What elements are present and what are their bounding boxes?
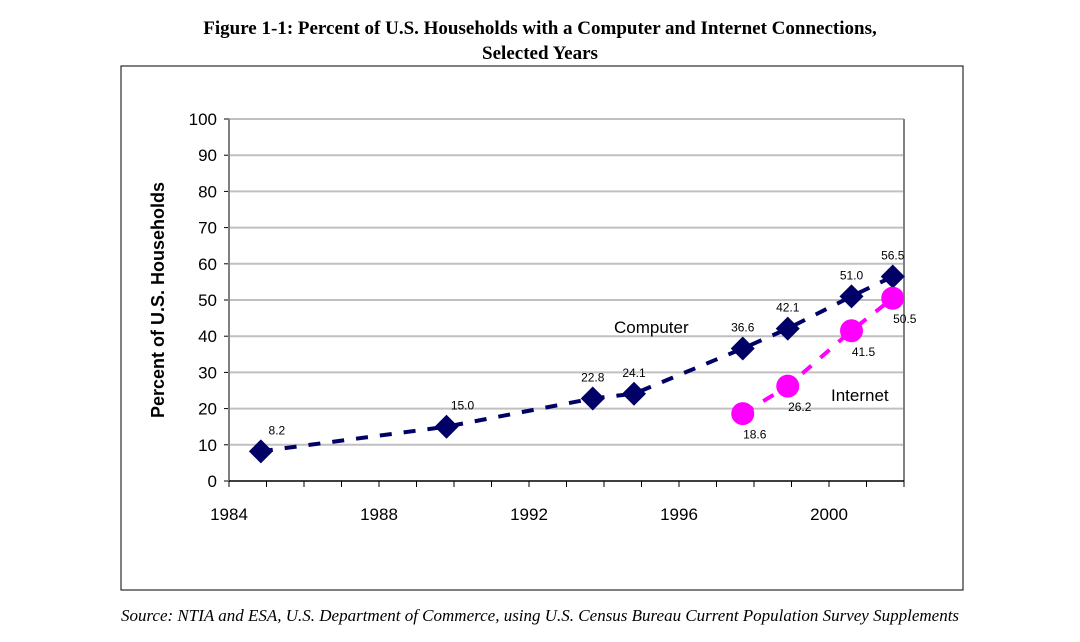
series-annotation-internet: Internet [831,386,889,405]
data-label: 56.5 [881,248,905,262]
y-tick-label: 0 [208,472,217,491]
y-tick-label: 90 [198,146,217,165]
y-tick-label: 30 [198,363,217,382]
series-line-internet [741,296,894,416]
y-tick-label: 60 [198,255,217,274]
series-line-computer [260,274,894,454]
series-annotation-computer: Computer [614,318,689,337]
computer-point [622,381,646,406]
chart-source: Source: NTIA and ESA, U.S. Department of… [120,606,960,625]
computer-point [434,414,459,439]
chart-title: Figure 1-1: Percent of U.S. Households w… [203,18,877,64]
internet-point [881,286,905,310]
data-label: 15.0 [451,399,475,413]
data-label: 36.6 [731,321,755,335]
data-label: 51.0 [840,268,864,282]
x-tick-label: 2000 [810,505,848,524]
data-label: 26.2 [788,400,812,414]
x-tick-label: 1984 [210,505,248,524]
computer-point [775,316,800,341]
computer-point [248,439,273,464]
internet-point [776,374,800,398]
y-axis-label: Percent of U.S. Households [148,182,168,418]
y-tick-label: 10 [198,436,217,455]
y-tick-label: 80 [198,182,217,201]
data-label: 18.6 [743,428,767,442]
computer-point [580,386,605,411]
data-label: 22.8 [581,370,605,384]
y-tick-label: 70 [198,219,217,238]
computer-point [880,264,905,289]
y-tick-label: 20 [198,400,217,419]
data-label: 50.5 [893,312,917,326]
data-label: 8.2 [269,423,286,437]
chart-frame [120,65,964,591]
x-tick-label: 1996 [660,505,698,524]
computer-point [839,284,864,309]
y-tick-label: 40 [198,327,217,346]
x-tick-label: 1992 [510,505,548,524]
data-label: 41.5 [852,345,876,359]
internet-point [840,319,863,343]
data-label: 42.1 [776,301,800,315]
y-tick-label: 50 [198,291,217,310]
y-tick-label: 100 [189,110,217,129]
data-label: 24.1 [622,366,646,380]
computer-point [730,336,755,361]
x-tick-label: 1988 [360,505,398,524]
internet-point [731,402,755,426]
